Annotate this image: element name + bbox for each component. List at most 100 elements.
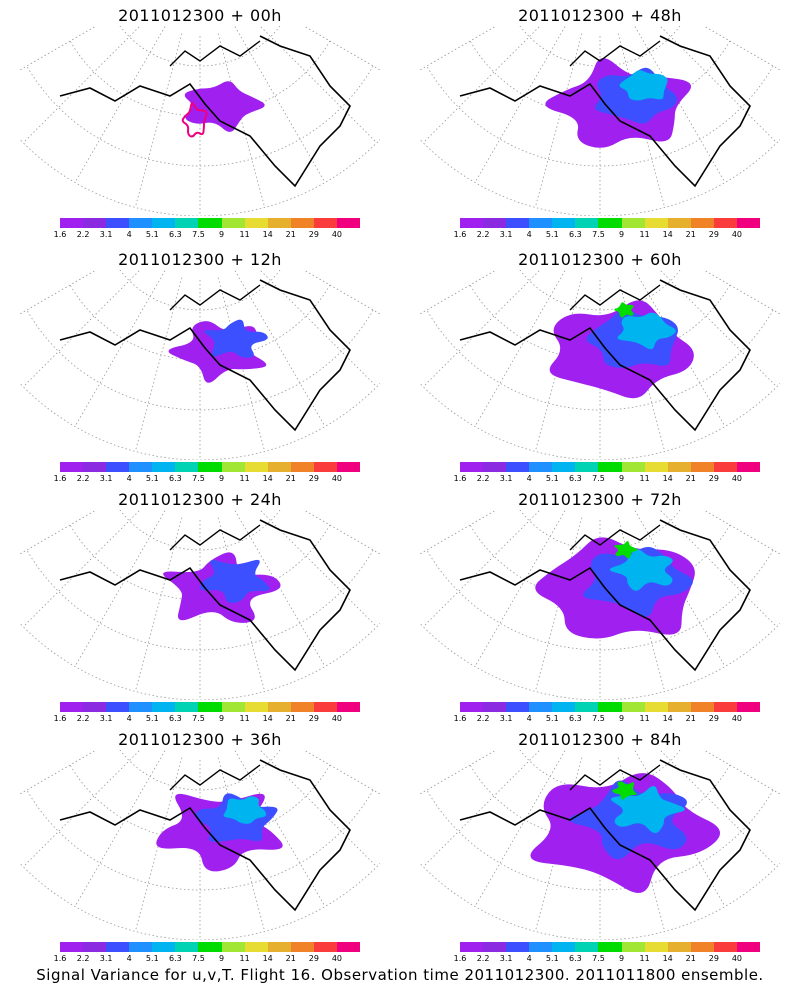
colorbar-tick-label: 14: [262, 230, 273, 239]
map-plot: [20, 510, 380, 700]
variance-field: [168, 319, 268, 383]
colorbar-swatch: [152, 942, 176, 952]
colorbar-tick-label: 29: [708, 954, 719, 963]
colorbar-swatch: [529, 462, 553, 472]
colorbar-tick-label: 7.5: [592, 954, 605, 963]
colorbar-tick-label: 11: [239, 230, 250, 239]
latitude-line: [26, 789, 374, 891]
colorbar-labels: 1.6 2.2 3.1 4 5.1 6.3 7.5 9 11 14 21 29 40: [454, 954, 760, 966]
meridian-line: [22, 750, 141, 868]
panel-48h: 2011012300 + 48h 1.6 2.2 3.1 4 5.1 6.3 7.5 9 11 1…: [420, 6, 780, 246]
colorbar-swatch: [221, 218, 245, 228]
colorbar-swatch: [529, 702, 553, 712]
colorbar: 1.6 2.2 3.1 4 5.1 6.3 7.5 9 11 14 21 29 40: [54, 702, 361, 732]
colorbar-swatch: [460, 942, 484, 952]
meridian-line: [303, 750, 380, 795]
colorbar-swatch: [667, 942, 691, 952]
meridian-line: [134, 277, 183, 452]
colorbar-swatch: [336, 942, 361, 952]
colorbar-swatch: [60, 702, 84, 712]
colorbar-swatch: [336, 702, 361, 712]
colorbar-tick-label: 1.6: [453, 474, 467, 483]
colorbar-tick-label: 29: [308, 954, 319, 963]
colorbar-tick-label: 6.3: [569, 230, 582, 239]
colorbar-tick-label: 5.1: [145, 954, 159, 963]
latitude-line: [420, 862, 780, 940]
coastline: [59, 759, 351, 912]
variance-contour: [612, 781, 637, 800]
colorbar-tick-label: 2.2: [476, 714, 490, 723]
colorbar-swatch: [713, 218, 737, 228]
meridian-line: [74, 26, 166, 183]
colorbar-swatch: [690, 942, 714, 952]
colorbar-tick-label: 29: [308, 474, 319, 483]
colorbar-swatch: [598, 942, 622, 952]
colorbar-swatch: [175, 702, 199, 712]
colorbar-swatch: [506, 702, 530, 712]
latitude-line: [420, 382, 780, 460]
colorbar-swatch: [198, 462, 222, 472]
colorbar-swatch: [736, 462, 761, 472]
coastline: [59, 35, 351, 188]
meridian-line: [303, 26, 380, 71]
colorbar-swatch: [152, 702, 176, 712]
panel-12h: 2011012300 + 12h 1.6 2.2 3.1 4 5.1 6.3 7.5 9 11 1…: [20, 250, 380, 490]
colorbar-swatch: [60, 942, 84, 952]
colorbar-swatch: [152, 462, 176, 472]
colorbar-tick-label: 40: [331, 230, 343, 239]
colorbar-swatch: [621, 702, 645, 712]
panel-36h: 2011012300 + 36h 1.6 2.2 3.1 4 5.1 6.3 7.5 9 11 1…: [20, 730, 380, 970]
map-plot: [20, 750, 380, 940]
colorbar-tick-label: 21: [685, 474, 696, 483]
colorbar-tick-label: 7.5: [592, 474, 605, 483]
variance-contour: [181, 102, 208, 138]
colorbar-swatch: [198, 702, 222, 712]
colorbar-tick-label: 4: [126, 474, 132, 483]
variance-contour: [609, 549, 673, 591]
colorbar-swatch: [506, 942, 530, 952]
colorbar-tick-label: 11: [239, 474, 250, 483]
colorbar-swatch: [106, 942, 130, 952]
colorbar-tick-label: 3.1: [499, 714, 513, 723]
colorbar-tick-label: 6.3: [169, 230, 182, 239]
colorbar-tick-label: 9: [218, 474, 225, 483]
colorbar-swatch: [713, 462, 737, 472]
latitude-line: [26, 65, 374, 167]
variance-contour: [614, 302, 634, 318]
variance-contour: [610, 785, 685, 834]
colorbar-tick-label: 7.5: [192, 954, 205, 963]
colorbar-tick-label: 2.2: [476, 474, 490, 483]
variance-field: [181, 81, 265, 138]
colorbar-swatch: [667, 462, 691, 472]
meridian-line: [303, 270, 380, 315]
colorbar-tick-label: 29: [708, 714, 719, 723]
colorbar: 1.6 2.2 3.1 4 5.1 6.3 7.5 9 11 14 21 29 40: [454, 218, 761, 248]
colorbar-swatch: [667, 702, 691, 712]
panel-title: 2011012300 + 60h: [518, 250, 682, 269]
colorbar-swatch: [690, 702, 714, 712]
colorbar-swatch: [267, 462, 291, 472]
colorbar-swatch: [621, 218, 645, 228]
colorbar-tick-label: 21: [285, 474, 296, 483]
colorbar-swatch: [529, 218, 553, 228]
latitude-line: [119, 510, 281, 551]
colorbar-swatch: [290, 462, 314, 472]
panel-24h: 2011012300 + 24h 1.6 2.2 3.1 4 5.1 6.3 7.5 9 11 1…: [20, 490, 380, 730]
colorbar-swatch: [667, 218, 691, 228]
colorbar-swatch: [690, 218, 714, 228]
colorbar-tick-label: 9: [218, 714, 225, 723]
colorbar-tick-label: 1.6: [53, 474, 67, 483]
colorbar-swatch: [106, 702, 130, 712]
latitude-line: [20, 382, 380, 460]
colorbar-swatch: [644, 702, 668, 712]
panel-title: 2011012300 + 48h: [518, 6, 682, 25]
colorbar-tick-label: 1.6: [453, 714, 467, 723]
colorbar: 1.6 2.2 3.1 4 5.1 6.3 7.5 9 11 14 21 29 40: [54, 218, 361, 248]
meridian-line: [422, 26, 541, 144]
colorbar-swatch: [598, 218, 622, 228]
meridian-line: [422, 750, 541, 868]
coastline: [169, 764, 261, 791]
map-plot: [420, 270, 780, 460]
meridian-line: [420, 750, 497, 795]
colorbar-swatch: [244, 218, 268, 228]
